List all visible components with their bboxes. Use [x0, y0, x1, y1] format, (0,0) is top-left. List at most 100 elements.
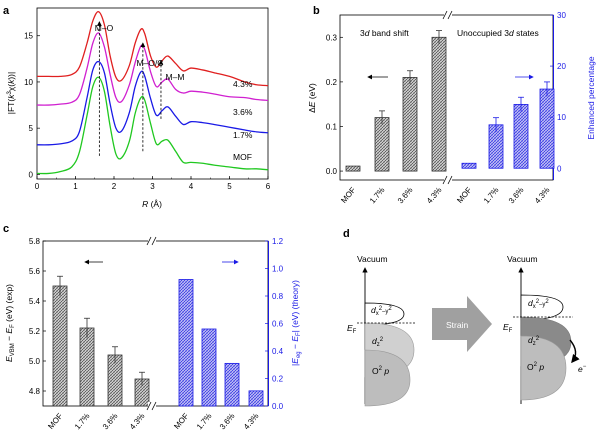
strain-label: Strain	[446, 320, 468, 330]
b-bar-1-0	[461, 162, 477, 169]
panel-c-right-label: |Eeg − EF| (eV) (theory)	[290, 280, 302, 366]
b-ly-label: 0.1	[326, 122, 338, 131]
x-tick-label-4: 4	[189, 182, 194, 191]
dx-label-right: dx2–y2	[528, 298, 549, 310]
o2p-label-left: O2 p	[372, 366, 389, 376]
dz-label-right: dz2	[528, 335, 540, 347]
c-ly-label: 5.0	[29, 357, 41, 366]
strain-arrow	[432, 296, 492, 352]
b-bar-0-1	[374, 117, 390, 172]
series-label-4.3: 4.3%	[233, 79, 253, 89]
series-line-3	[36, 76, 269, 175]
panel-a-xlabel: R (Å)	[142, 199, 162, 209]
ef-right: EF	[503, 322, 513, 334]
axis-break-b	[442, 10, 453, 185]
b-ry-label: 20	[557, 62, 566, 71]
panel-label-d: d	[343, 228, 350, 240]
panel-c-chart: MOF 1.7% 3.6% 4.3% MOF 1.7% 3.6% 4.3%4.85.05.25…	[4, 236, 302, 432]
b-bar-0-2	[402, 77, 418, 172]
c-ry-label: 0.4	[272, 347, 284, 356]
panel-c-right-axis	[268, 241, 269, 406]
b-bar-1-2	[513, 103, 529, 169]
b-cat-label-0-2: 3.6%	[396, 186, 415, 206]
c-bar-1-0	[178, 279, 194, 407]
series-label-3.6: 3.6%	[233, 107, 253, 117]
b-cat-label-1-3: 4.3%	[533, 186, 552, 206]
annotation-m-o-c: M–O/C	[137, 58, 164, 68]
c-ry-label: 0.8	[272, 292, 284, 301]
panel-d-diagram: Vacuum EF dx2–y2 dz2 O2 p Strain Vacuum …	[347, 254, 587, 407]
panel-label-a: a	[3, 5, 10, 17]
o2p-lobe-left	[364, 349, 411, 407]
c-cat-label-0-2: 3.6%	[101, 412, 120, 432]
annotation-m-o: M–O	[95, 23, 114, 33]
y-tick-label-15: 15	[24, 32, 33, 41]
c-ry-label: 1.2	[272, 237, 284, 246]
c-cat-label-1-1: 1.7%	[195, 412, 214, 432]
electron-arrow	[569, 339, 580, 364]
series-line-1	[36, 32, 269, 106]
x-tick-label-6: 6	[266, 182, 271, 191]
c-bar-1-2	[224, 362, 240, 407]
b-ly-label: 0.2	[326, 78, 338, 87]
panel-label-c: c	[3, 223, 9, 235]
electron-label: e−	[578, 364, 587, 374]
o2p-lobe-right	[520, 335, 567, 401]
c-ly-label: 5.8	[29, 237, 41, 246]
panel-b-right-label: Enhanced percentage	[586, 56, 596, 139]
panel-label-b: b	[313, 5, 320, 17]
b-cat-label-1-0: MOF	[455, 185, 473, 204]
vacuum-left: Vacuum	[357, 254, 388, 264]
c-cat-label-0-1: 1.7%	[73, 412, 92, 432]
x-tick-label-1: 1	[73, 182, 78, 191]
series-label-mof: MOF	[233, 152, 252, 162]
vacuum-right: Vacuum	[507, 254, 538, 264]
series-label-1.7: 1.7%	[233, 130, 253, 140]
c-ly-label: 4.8	[29, 387, 41, 396]
x-tick-label-5: 5	[227, 182, 232, 191]
y-tick-label-0: 0	[29, 170, 34, 179]
y-tick-label-10: 10	[24, 78, 33, 87]
c-ry-label: 0.0	[272, 402, 284, 411]
c-cat-label-1-2: 3.6%	[218, 412, 237, 432]
b-cat-label-0-0: MOF	[339, 185, 357, 204]
b-cat-label-1-2: 3.6%	[507, 186, 526, 206]
y-tick-label-5: 5	[29, 124, 34, 133]
group-title-unoccupied: Unoccupied 3d states	[457, 28, 539, 38]
ef-left: EF	[347, 323, 357, 335]
panel-a-ylabel: |FT(k3χ(k))|	[6, 72, 16, 114]
dx-label-left: dx2–y2	[371, 305, 392, 317]
o2p-label-right: O2 p	[527, 362, 544, 372]
b-cat-label-1-1: 1.7%	[482, 186, 501, 206]
x-tick-label-2: 2	[112, 182, 117, 191]
annotation-m-m: M–M	[166, 72, 185, 82]
b-ry-label: 0	[557, 164, 562, 173]
b-cat-label-0-3: 4.3%	[425, 186, 444, 206]
panel-b-chart: MOF 1.7% 3.6% 4.3% MOF 1.7% 3.6% 4.3% 0.0 0.1 0.2 0…	[307, 10, 596, 206]
b-ry-label: 30	[557, 11, 566, 20]
c-bar-0-1	[79, 327, 95, 407]
b-ry-label: 10	[557, 113, 566, 122]
axis-break-c	[146, 236, 157, 411]
c-ly-label: 5.4	[29, 297, 41, 306]
b-ly-label: 0.0	[326, 167, 338, 176]
c-ry-label: 0.6	[272, 320, 284, 329]
group-title-band-shift: 3d band shift	[360, 28, 409, 38]
c-cat-label-0-3: 4.3%	[128, 412, 147, 432]
c-bar-0-0	[52, 285, 68, 407]
c-ly-label: 5.6	[29, 267, 41, 276]
b-bar-1-3	[539, 88, 555, 169]
series-line-0	[37, 11, 269, 87]
c-bar-1-1	[201, 328, 217, 407]
x-tick-label-0: 0	[35, 182, 40, 191]
b-ly-label: 0.3	[326, 33, 338, 42]
c-cat-label-1-0: MOF	[172, 411, 190, 430]
b-bar-0-0	[345, 165, 361, 172]
c-ly-label: 5.2	[29, 327, 41, 336]
c-cat-label-0-0: MOF	[46, 411, 64, 430]
c-bar-1-3	[248, 390, 264, 407]
panel-b-left-label: ΔE (eV)	[307, 83, 317, 113]
c-ry-label: 1.0	[272, 265, 284, 274]
dz-label-left: dz2	[372, 336, 384, 348]
